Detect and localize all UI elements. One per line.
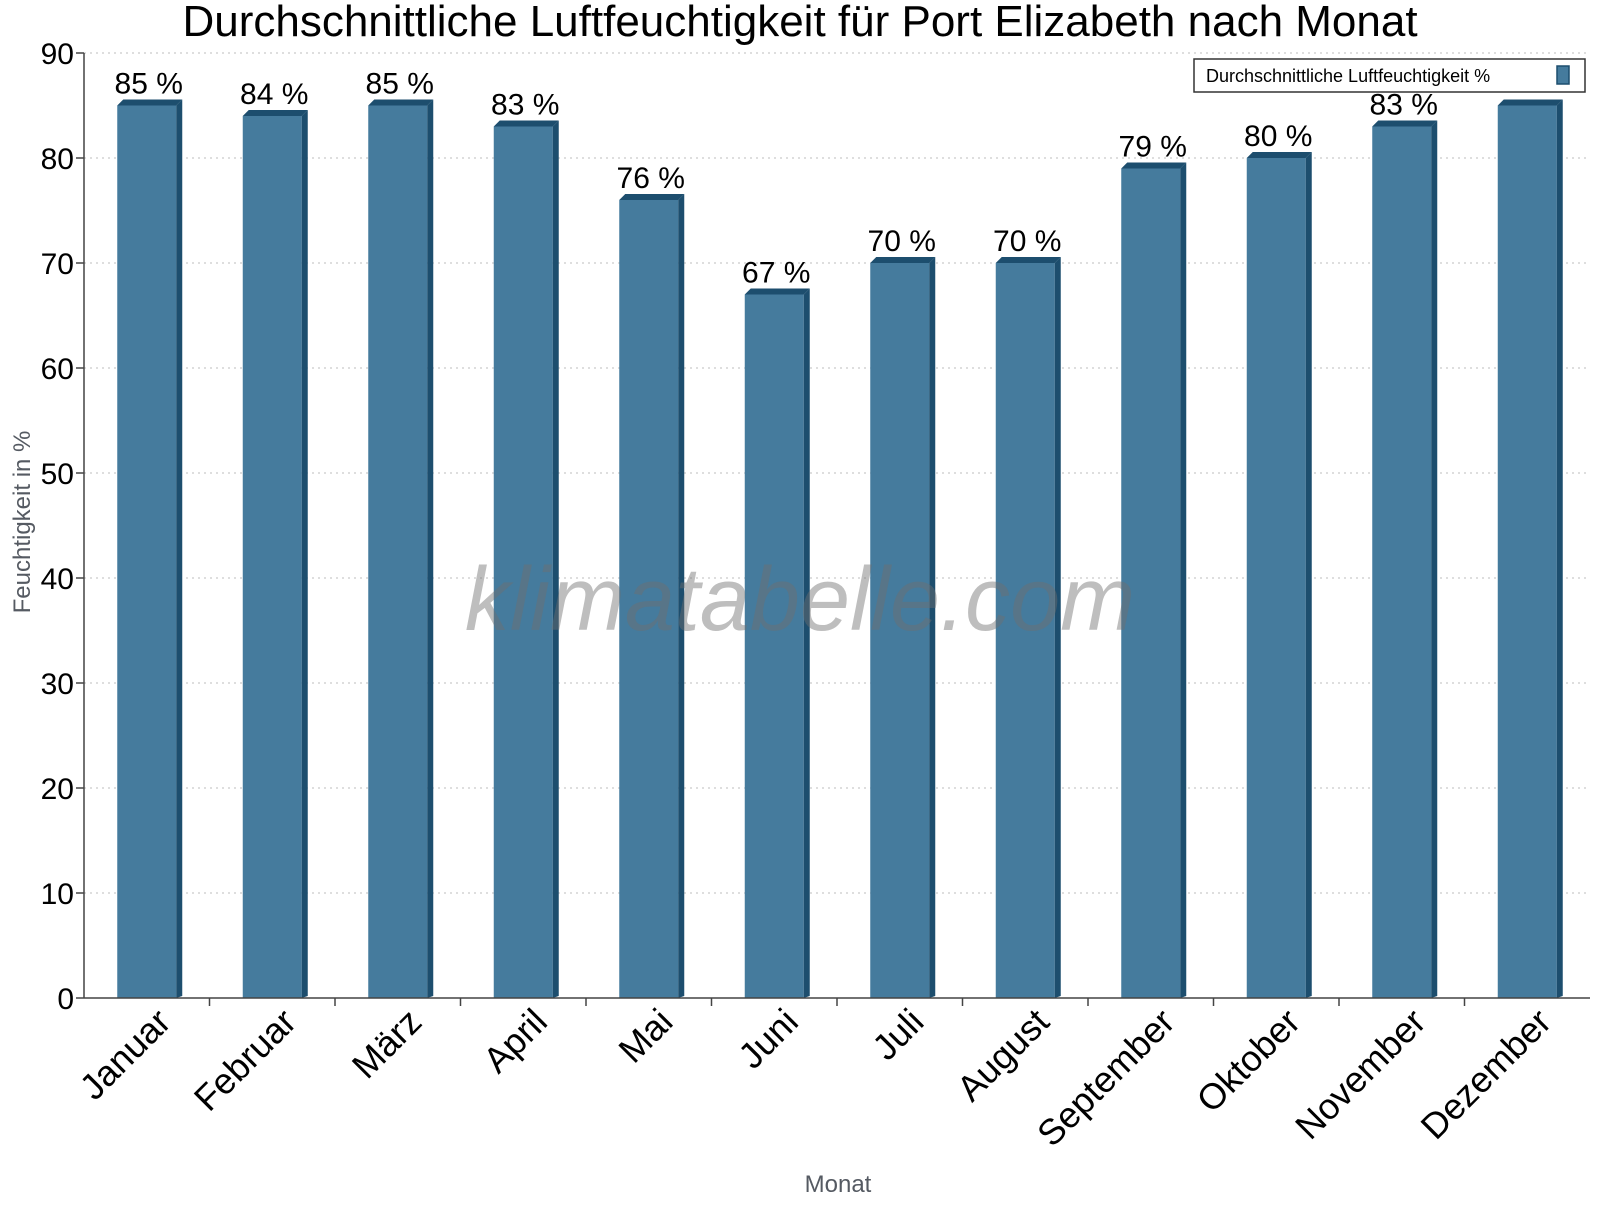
bar-side bbox=[1431, 120, 1438, 998]
data-label: 83 % bbox=[1370, 89, 1438, 122]
bar-side bbox=[1054, 257, 1061, 998]
y-tick-label: 30 bbox=[41, 668, 74, 701]
bar-side bbox=[1305, 152, 1312, 998]
bar-face bbox=[1497, 105, 1557, 998]
bar-side bbox=[427, 99, 434, 998]
axes bbox=[83, 53, 1590, 999]
data-label: 85 % bbox=[115, 68, 183, 101]
bar-side bbox=[301, 110, 308, 998]
bar-juli[interactable] bbox=[870, 257, 936, 998]
legend-box bbox=[1193, 58, 1586, 93]
legend-swatch bbox=[1556, 65, 1570, 85]
bar-februar[interactable] bbox=[242, 110, 308, 998]
bar-top bbox=[117, 99, 183, 106]
bars bbox=[117, 99, 1563, 999]
chart-title: Durchschnittliche Luftfeuchtigkeit für P… bbox=[182, 0, 1417, 46]
bar-side bbox=[552, 120, 559, 998]
bar-face bbox=[117, 105, 177, 998]
bar-oktober[interactable] bbox=[1246, 152, 1312, 998]
data-label: 84 % bbox=[240, 78, 308, 111]
bar-top bbox=[744, 288, 810, 295]
bar-face bbox=[242, 116, 302, 998]
x-tick-label: August bbox=[949, 1001, 1057, 1109]
bar-top bbox=[870, 257, 936, 263]
y-tick-label: 90 bbox=[41, 38, 74, 71]
bar-april[interactable] bbox=[493, 120, 559, 999]
y-tick-label: 80 bbox=[41, 143, 74, 176]
y-axis-title: Feuchtigkeit in % bbox=[9, 431, 36, 614]
data-label: 85 % bbox=[366, 68, 434, 101]
data-label: 70 % bbox=[993, 225, 1061, 258]
x-tick-label: Oktober bbox=[1188, 1001, 1308, 1121]
data-label: 83 % bbox=[491, 89, 559, 122]
bar-top bbox=[619, 194, 685, 200]
y-tick-label: 20 bbox=[41, 773, 74, 806]
data-labels: 85 % 84 % 85 % 83 % 76 % 67 % 70 % 70 % 79 % 80 %… bbox=[115, 68, 1438, 290]
data-label: 70 % bbox=[868, 225, 936, 258]
data-label: 67 % bbox=[742, 257, 810, 290]
y-tick-label: 0 bbox=[57, 983, 74, 1016]
x-ticks: Januar Februar März April Mai Juni Juli AugustS… bbox=[72, 998, 1559, 1154]
bar-side bbox=[176, 99, 183, 998]
bar-side bbox=[1180, 162, 1187, 998]
bar-top bbox=[1121, 162, 1187, 169]
x-tick-label: November bbox=[1287, 1001, 1433, 1147]
data-label: 79 % bbox=[1119, 131, 1187, 164]
x-tick-label: Mai bbox=[610, 1001, 680, 1071]
x-tick-label: Dezember bbox=[1412, 1001, 1558, 1147]
bar-face bbox=[995, 263, 1055, 998]
x-tick-label: Februar bbox=[186, 1001, 304, 1119]
y-ticks: 0 10 20 30 40 50 60 70 80 90 bbox=[41, 38, 84, 1016]
bar-juni[interactable] bbox=[744, 288, 810, 999]
bar-face bbox=[1246, 158, 1306, 998]
bar-mai[interactable] bbox=[619, 194, 685, 998]
bar-top bbox=[1497, 99, 1563, 106]
bar-side bbox=[803, 288, 810, 998]
y-tick-label: 60 bbox=[41, 353, 74, 386]
x-tick-label: Januar bbox=[72, 1001, 179, 1108]
bar-september[interactable] bbox=[1121, 162, 1187, 999]
x-tick-label: März bbox=[344, 1001, 430, 1087]
bar-face bbox=[368, 105, 428, 998]
bar-top bbox=[1246, 152, 1312, 158]
bar-face bbox=[1121, 168, 1181, 998]
legend[interactable]: Durchschnittliche Luftfeuchtigkeit % bbox=[1193, 58, 1586, 93]
y-tick-label: 40 bbox=[41, 563, 74, 596]
bar-dezember[interactable] bbox=[1497, 99, 1563, 999]
bar-januar[interactable] bbox=[117, 99, 183, 999]
grid bbox=[84, 52, 1590, 894]
y-tick-label: 10 bbox=[41, 878, 74, 911]
bar-face bbox=[1372, 126, 1432, 998]
watermark: klimatabelle.com bbox=[465, 550, 1135, 650]
y-tick-label: 50 bbox=[41, 458, 74, 491]
bar-november[interactable] bbox=[1372, 120, 1438, 999]
bar-märz[interactable] bbox=[368, 99, 434, 999]
bar-top bbox=[995, 257, 1061, 263]
x-tick-label: September bbox=[1029, 1001, 1183, 1155]
bar-face bbox=[744, 294, 804, 998]
x-tick-label: April bbox=[475, 1001, 555, 1081]
x-tick-label: Juli bbox=[864, 1001, 931, 1068]
bar-side bbox=[1556, 99, 1563, 998]
bar-top bbox=[368, 99, 434, 106]
data-label: 80 % bbox=[1244, 120, 1312, 153]
bar-face bbox=[619, 200, 679, 998]
bar-side bbox=[929, 257, 936, 998]
data-label: 76 % bbox=[617, 162, 685, 195]
bar-top bbox=[1372, 120, 1438, 127]
y-tick-label: 70 bbox=[41, 248, 74, 281]
x-axis-title: Monat bbox=[805, 1171, 872, 1198]
bar-top bbox=[493, 120, 559, 127]
bar-face bbox=[493, 126, 553, 998]
bar-august[interactable] bbox=[995, 257, 1061, 998]
bar-face bbox=[870, 263, 930, 998]
x-tick-label: Juni bbox=[730, 1001, 806, 1077]
bar-top bbox=[242, 110, 308, 116]
bar-side bbox=[678, 194, 685, 998]
legend-label: Durchschnittliche Luftfeuchtigkeit % bbox=[1206, 66, 1490, 86]
